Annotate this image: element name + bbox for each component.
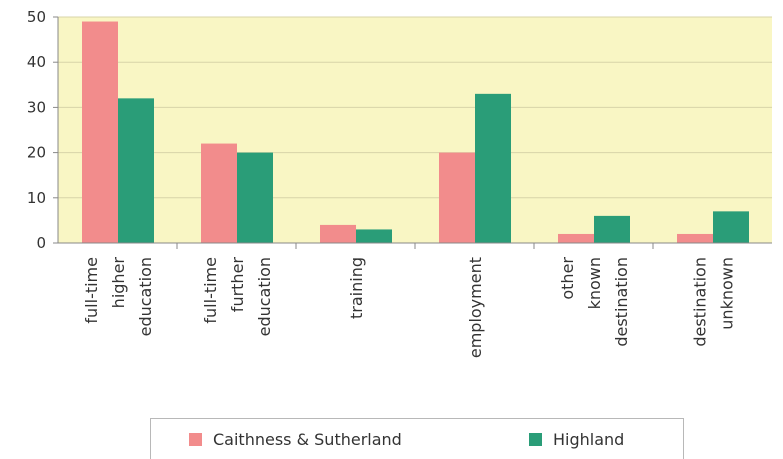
y-tick-label-2: 20 — [27, 144, 46, 162]
category-label-2-line-2: further — [228, 257, 247, 313]
bar-series-1-cat-6 — [677, 233, 713, 243]
category-label-5-line-1: other — [558, 257, 577, 300]
category-label-5-line-3: destination — [612, 257, 631, 347]
bar-series-1-cat-3 — [320, 224, 356, 243]
category-label-6-line-1: destination — [691, 257, 710, 347]
y-tick-label-4: 40 — [27, 53, 46, 71]
bar-series-2-cat-1 — [118, 98, 154, 243]
category-label-2-line-3: education — [255, 257, 274, 336]
plot-background — [58, 17, 772, 243]
bar-series-1-cat-1 — [82, 21, 118, 243]
bar-series-2-cat-5 — [594, 215, 630, 243]
legend-swatch-series-2 — [529, 433, 542, 446]
bar-series-1-cat-5 — [558, 233, 594, 243]
category-labels: full-time higher education full-time further… — [82, 257, 737, 359]
bar-series-2-cat-2 — [237, 152, 273, 243]
category-label-2-line-1: full-time — [201, 257, 220, 324]
category-label-1-line-2: higher — [109, 257, 128, 309]
x-axis-ticks — [176, 243, 654, 249]
y-tick-label-1: 10 — [27, 189, 46, 207]
category-label-1-line-3: education — [136, 257, 155, 336]
legend-item-series-2: Highland — [529, 430, 624, 449]
category-label-3-line-1: training — [347, 257, 366, 319]
bar-series-2-cat-3 — [356, 229, 392, 243]
category-label-4-line-1: employment — [466, 257, 485, 358]
category-label-6-line-2: unknown — [718, 257, 737, 330]
grid-lines — [58, 16, 772, 199]
y-tick-label-3: 30 — [27, 98, 46, 116]
legend-label-series-1: Caithness & Sutherland — [213, 430, 402, 449]
legend: Caithness & Sutherland Highland — [150, 418, 684, 459]
category-label-1-line-1: full-time — [82, 257, 101, 324]
category-label-5-line-2: known — [585, 257, 604, 309]
bar-series-2-cat-6 — [713, 211, 749, 243]
y-tick-label-0: 0 — [36, 234, 46, 252]
bar-series-1-cat-4 — [439, 152, 475, 243]
y-tick-label-5: 50 — [27, 8, 46, 26]
bar-series-1-cat-2 — [201, 143, 237, 243]
legend-item-series-1: Caithness & Sutherland — [189, 430, 402, 449]
legend-swatch-series-1 — [189, 433, 202, 446]
legend-label-series-2: Highland — [553, 430, 625, 449]
bar-series-2-cat-4 — [475, 93, 511, 243]
bars — [82, 21, 749, 243]
y-axis-ticks: 0 10 20 30 40 50 — [27, 8, 58, 252]
